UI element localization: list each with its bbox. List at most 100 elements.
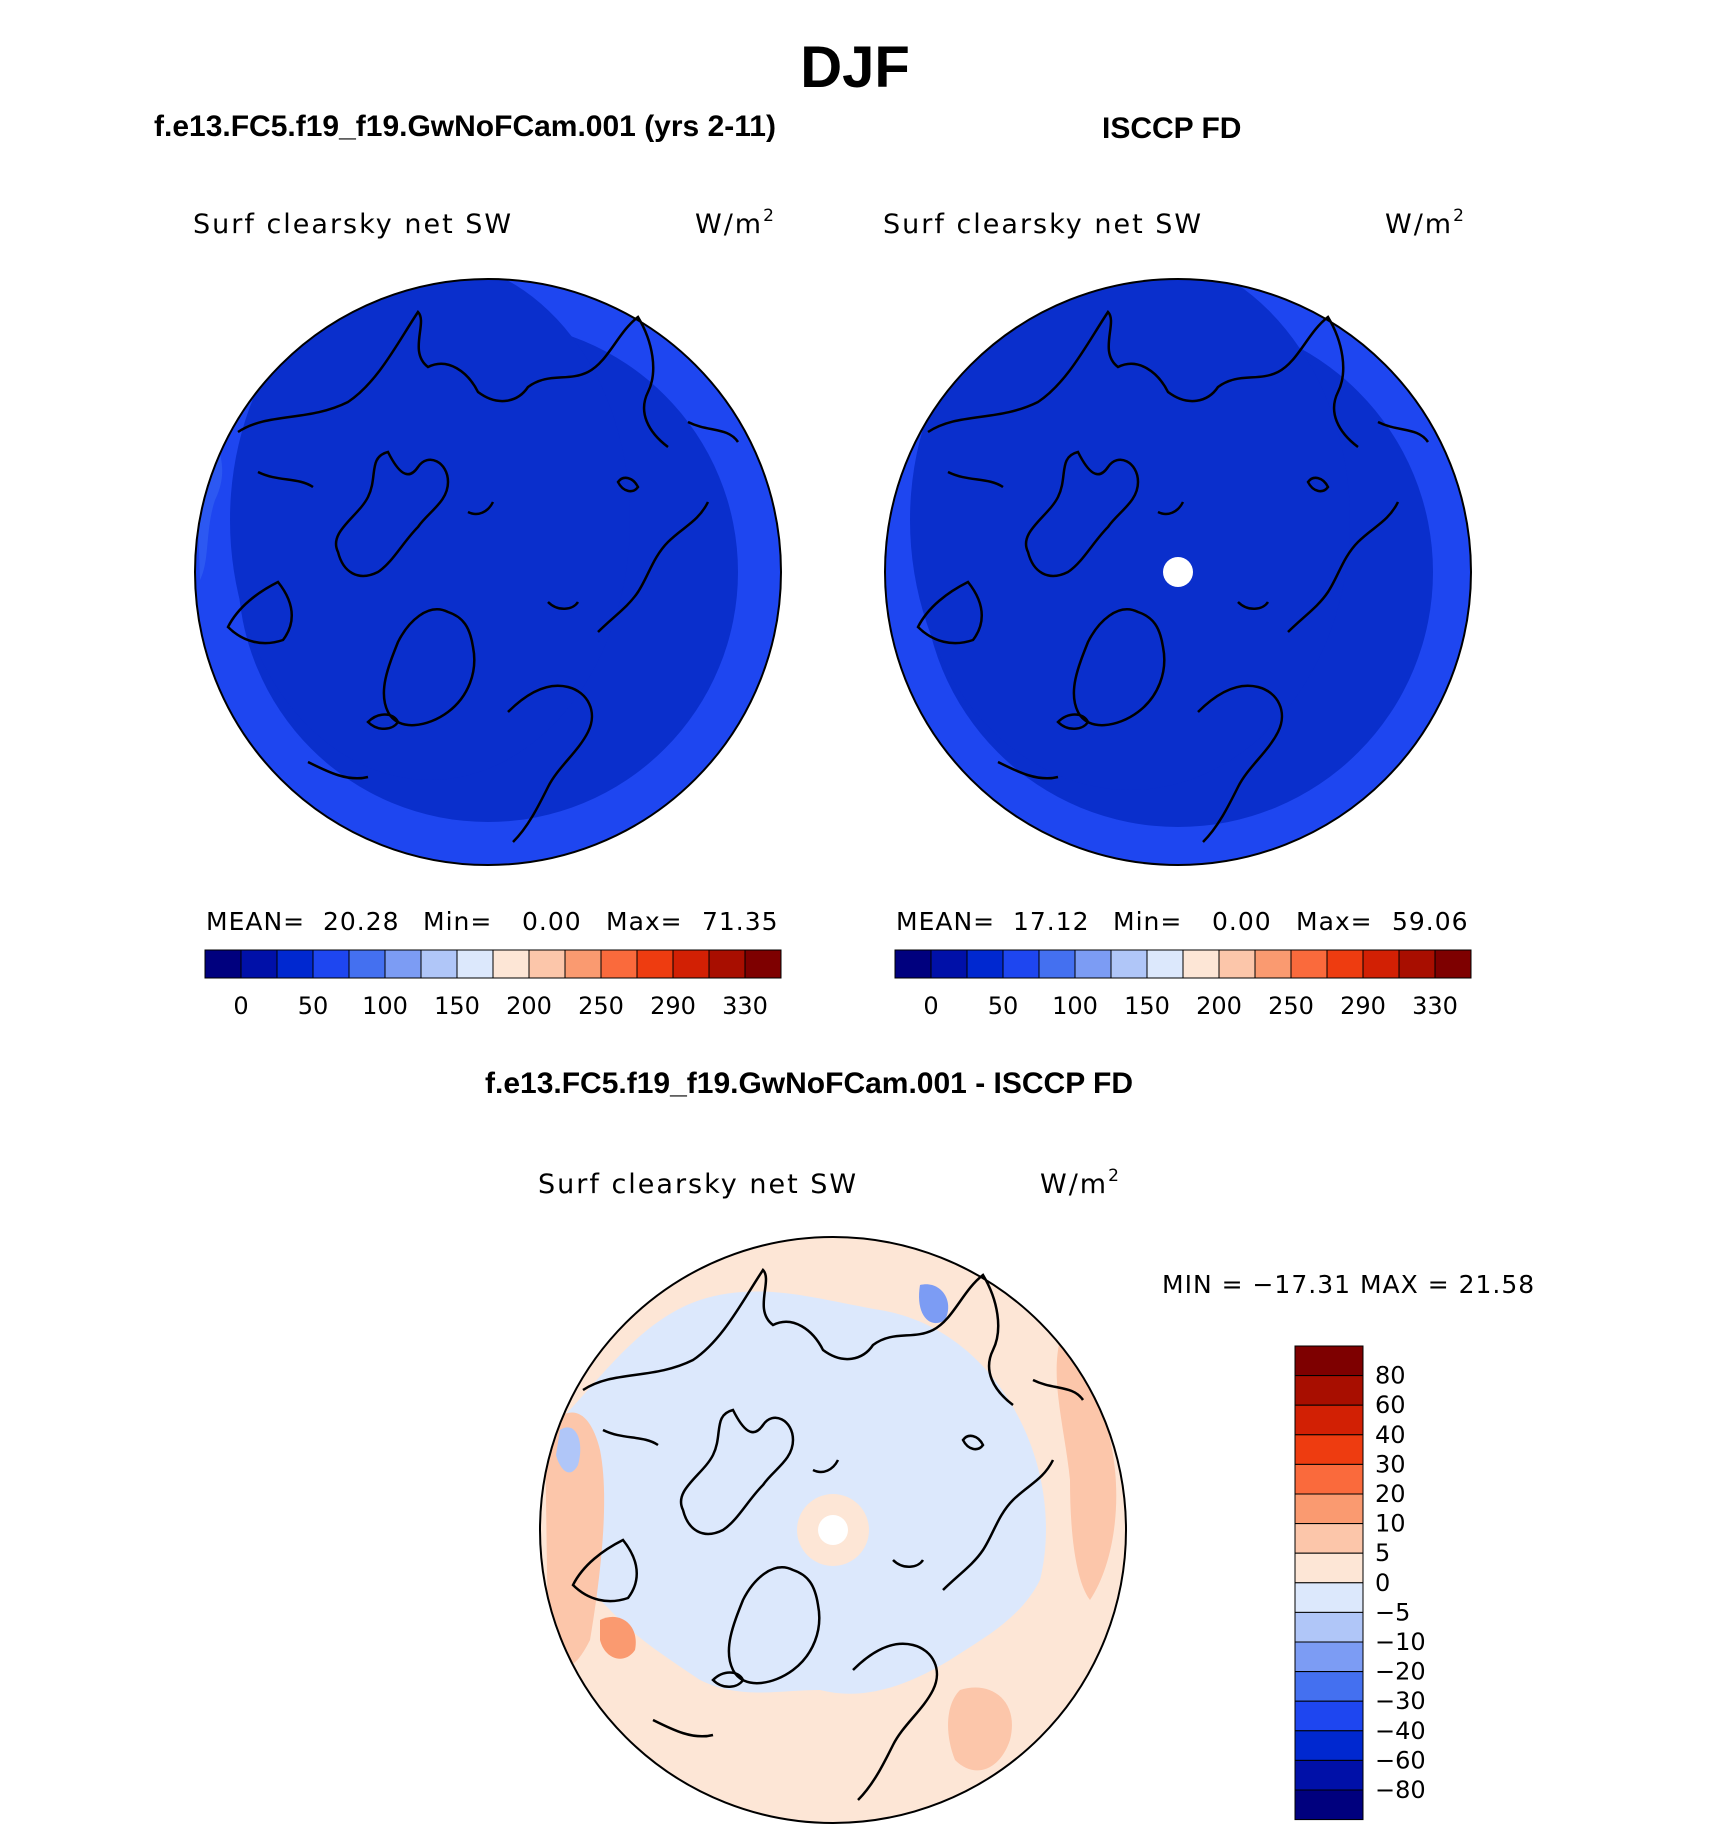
difference-colorbar-swatch	[1294, 1493, 1364, 1525]
obs-mean-label: MEAN=	[896, 907, 995, 936]
difference-colorbar-tick-label: 20	[1375, 1480, 1406, 1508]
difference-colorbar-tick-label: 80	[1375, 1362, 1406, 1390]
difference-colorbar-tick-label: 40	[1375, 1421, 1406, 1449]
obs-missing-pole	[1163, 557, 1193, 587]
model-colorbar-swatch	[744, 949, 782, 979]
diff-missing-pole	[818, 1515, 848, 1545]
model-colorbar-swatch	[600, 949, 638, 979]
diff-map-fill-neg	[558, 1291, 1046, 1694]
obs-map-border	[884, 278, 1472, 866]
model-colorbar-swatch	[312, 949, 350, 979]
model-map-fill-core	[230, 279, 630, 780]
difference-colorbar-tick-label: −80	[1375, 1776, 1426, 1804]
model-colorbar-swatch	[204, 949, 242, 979]
obs-colorbar-swatch	[1002, 949, 1040, 979]
difference-colorbar-tick-label: 10	[1375, 1510, 1406, 1538]
difference-colorbar-swatch	[1294, 1582, 1364, 1613]
diff-map-fill-pos2-west	[545, 1412, 605, 1667]
model-mean-label: MEAN=	[206, 907, 305, 936]
difference-colorbar-swatch	[1294, 1375, 1364, 1406]
obs-colorbar-swatch	[1290, 949, 1328, 979]
obs-colorbar-tick-label: 200	[1196, 992, 1242, 1020]
difference-colorbar-tick-label: 5	[1375, 1539, 1390, 1567]
diff-map-border	[539, 1236, 1127, 1824]
difference-colorbar-swatch	[1294, 1789, 1364, 1821]
difference-colorbar-tick-label: 30	[1375, 1450, 1406, 1478]
model-colorbar-tick-label: 50	[298, 992, 329, 1020]
obs-colorbar-swatch	[1398, 949, 1436, 979]
difference-colorbar-tick-label: −20	[1375, 1658, 1426, 1686]
difference-colorbar-swatch	[1294, 1552, 1364, 1584]
model-colorbar-swatch	[528, 949, 566, 979]
difference-colorbar-swatch	[1294, 1463, 1364, 1495]
difference-colorbar-swatch	[1294, 1523, 1364, 1554]
difference-colorbar-tick-label: −5	[1375, 1598, 1410, 1626]
model-max-label: Max=	[606, 907, 683, 936]
model-stats: MEAN= 20.28 Min= 0.00 Max= 71.35	[206, 907, 778, 936]
obs-colorbar-swatch	[1362, 949, 1400, 979]
model-colorbar-tick-label: 330	[722, 992, 768, 1020]
obs-min-value: 0.00	[1212, 907, 1272, 936]
difference-colorbar-tick-label: −10	[1375, 1628, 1426, 1656]
model-colorbar-swatch	[384, 949, 422, 979]
difference-colorbar-tick-label: 60	[1375, 1391, 1406, 1419]
obs-colorbar-tick-label: 250	[1268, 992, 1314, 1020]
diff-map-fill-neg3	[919, 1284, 949, 1324]
model-colorbar-swatch	[564, 949, 602, 979]
difference-panel-title: f.e13.FC5.f19_f19.GwNoFCam.001 - ISCCP F…	[485, 1067, 1133, 1100]
obs-variable-label: Surf clearsky net SW	[883, 209, 1203, 240]
difference-colorbar-swatch	[1294, 1611, 1364, 1643]
obs-max-label: Max=	[1296, 907, 1373, 936]
model-colorbar-tick-label: 0	[233, 992, 248, 1020]
diff-map-fill-pos2-east	[1056, 1340, 1117, 1600]
obs-min-label: Min=	[1113, 907, 1182, 936]
model-polar-map	[194, 278, 782, 866]
obs-colorbar-tick-label: 100	[1052, 992, 1098, 1020]
obs-colorbar-swatch	[1326, 949, 1364, 979]
difference-variable-label: Surf clearsky net SW	[538, 1169, 858, 1200]
model-colorbar-swatch	[276, 949, 314, 979]
obs-colorbar-tick-label: 0	[923, 992, 938, 1020]
difference-colorbar-tick-label: −40	[1375, 1717, 1426, 1745]
obs-colorbar-swatch	[1182, 949, 1220, 979]
obs-colorbar-swatch	[966, 949, 1004, 979]
obs-mean-value: 17.12	[1013, 907, 1090, 936]
model-colorbar-swatch	[456, 949, 494, 979]
obs-map-fill-core	[910, 279, 1350, 790]
model-variable-label: Surf clearsky net SW	[193, 209, 513, 240]
difference-colorbar-tick-label: −60	[1375, 1746, 1426, 1774]
model-colorbar-swatch	[420, 949, 458, 979]
model-colorbar-swatch	[492, 949, 530, 979]
diff-map-fill-neg2	[556, 1427, 581, 1473]
diff-map-fill-pos3	[948, 1687, 1012, 1771]
model-map-border	[194, 278, 782, 866]
obs-colorbar-swatch	[1254, 949, 1292, 979]
obs-colorbar-swatch	[894, 949, 932, 979]
model-colorbar-swatch	[348, 949, 386, 979]
difference-colorbar-tick-label: 0	[1375, 1569, 1390, 1597]
obs-colorbar-swatch	[1218, 949, 1256, 979]
figure-title: DJF	[800, 35, 910, 100]
model-units-label: W/m2	[695, 206, 776, 240]
model-colorbar-tick-label: 250	[578, 992, 624, 1020]
model-colorbar-swatch	[240, 949, 278, 979]
difference-colorbar-swatch	[1294, 1700, 1364, 1732]
obs-polar-map	[884, 278, 1472, 866]
model-min-value: 0.00	[522, 907, 582, 936]
difference-colorbar-swatch	[1294, 1434, 1364, 1465]
difference-colorbar-tick-label: −30	[1375, 1687, 1426, 1715]
obs-colorbar-tick-label: 50	[988, 992, 1019, 1020]
obs-colorbar-tick-label: 290	[1340, 992, 1386, 1020]
model-colorbar: 0 50 100 150 200 250 290 330	[204, 949, 782, 1020]
model-colorbar-tick-label: 150	[434, 992, 480, 1020]
model-panel-title: f.e13.FC5.f19_f19.GwNoFCam.001 (yrs 2-11…	[154, 110, 776, 143]
model-mean-value: 20.28	[323, 907, 400, 936]
model-min-label: Min=	[423, 907, 492, 936]
obs-colorbar-swatch	[1110, 949, 1148, 979]
difference-colorbar-swatch	[1294, 1671, 1364, 1702]
model-colorbar-tick-label: 100	[362, 992, 408, 1020]
difference-polar-map	[539, 1236, 1127, 1824]
obs-colorbar-swatch	[1146, 949, 1184, 979]
